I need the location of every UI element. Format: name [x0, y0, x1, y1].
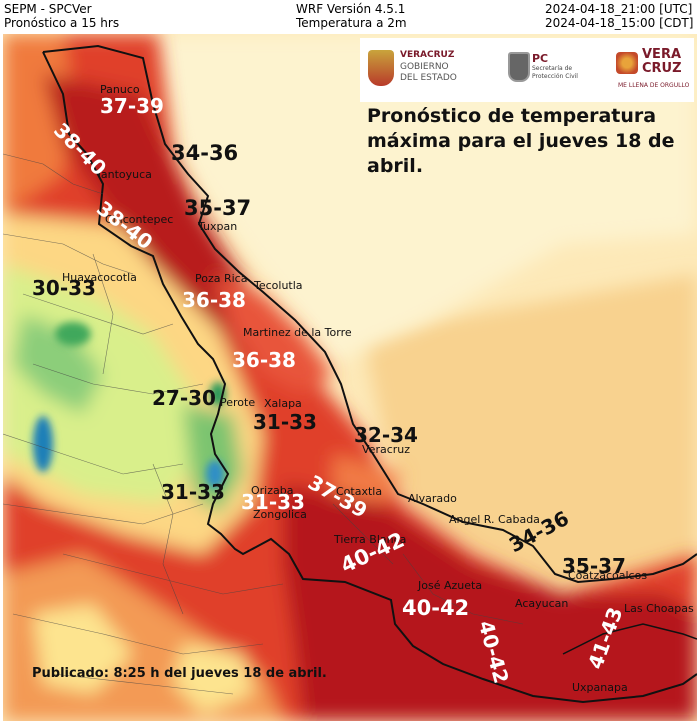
veracruz-state-outline [42, 44, 697, 584]
brand-tagline: ME LLENA DE ORGULLO [618, 82, 690, 89]
city-coatzacoalcos: Coatzacoalcos [568, 569, 648, 582]
range-label: 31-33 [253, 410, 317, 434]
city-orizaba: Orizaba [251, 484, 294, 497]
city-tecolutla: Tecolutla [254, 279, 303, 292]
city-jose-azueta: José Azueta [418, 579, 483, 592]
forecast-window-label: Pronóstico a 15 hrs [4, 16, 120, 30]
land-temperature-field [3, 34, 697, 721]
time-cdt-label: 2024-04-18_15:00 [CDT] [545, 16, 694, 30]
pc-logo-line1: Secretaría de [532, 65, 573, 72]
agency-label: SEPM - SPCVer [4, 2, 92, 16]
city-cotaxtla: Cotaxtla [336, 485, 383, 498]
city-tantoyuca: Tantoyuca [96, 168, 152, 181]
city-veracruz: Veracruz [362, 443, 411, 456]
range-label: 37-39 [100, 94, 164, 118]
city-zongolica: Zongolica [253, 508, 307, 521]
municipal-boundaries [3, 153, 524, 695]
pc-logo-line2: Protección Civil [532, 73, 578, 80]
veracruz-logo-line3: DEL ESTADO [400, 73, 457, 83]
city-tuxpan: Tuxpan [198, 220, 238, 233]
range-label: 30-33 [32, 276, 96, 300]
city-martinez: Martinez de la Torre [243, 326, 352, 339]
range-label: 35-37 [184, 196, 252, 220]
brand-line1: VERA [642, 47, 682, 62]
map-title: Pronóstico de temperatura máxima para el… [367, 105, 675, 177]
model-label: WRF Versión 4.5.1 [296, 2, 406, 16]
pc-logo-title: PC [532, 52, 549, 65]
city-las-choapas: Las Choapas [624, 602, 694, 615]
range-label: 36-38 [182, 288, 246, 312]
city-poza-rica: Poza Rica [195, 272, 248, 285]
city-acayucan: Acayucan [515, 597, 569, 610]
city-tierra-blanca: Tierra Blanca [334, 533, 407, 546]
city-perote: Perote [220, 396, 256, 409]
city-angel-cabada: Angel R. Cabada [449, 513, 540, 526]
temperature-map [3, 34, 697, 721]
south-border [562, 623, 697, 655]
cold-highland-spots [33, 322, 226, 488]
gulf-pale-zone [153, 34, 697, 364]
city-uxpanapa: Uxpanapa [572, 681, 628, 694]
city-chicontepec: Chicontepec [105, 213, 174, 226]
city-xalapa: Xalapa [264, 397, 302, 410]
range-label: 31-33 [241, 490, 305, 514]
range-label: 36-38 [232, 348, 296, 372]
range-label: 27-30 [152, 386, 216, 410]
logo-banner: VERACRUZ GOBIERNO DEL ESTADO PC Secretar… [360, 38, 694, 102]
state-inland-border [42, 51, 697, 704]
header-bar: SEPM - SPCVer Pronóstico a 15 hrs WRF Ve… [0, 0, 700, 34]
city-panuco: Panuco [100, 83, 140, 96]
published-note: Publicado: 8:25 h del jueves 18 de abril… [32, 666, 327, 681]
range-label: 32-34 [354, 423, 418, 447]
veracruz-shield-icon [368, 50, 394, 86]
time-utc-label: 2024-04-18_21:00 [UTC] [545, 2, 693, 16]
veracruz-logo-line2: GOBIERNO [400, 62, 449, 72]
brand-line2: CRUZ [642, 61, 682, 76]
range-label: 34-36 [171, 141, 239, 165]
city-alvarado: Alvarado [408, 492, 457, 505]
veracruz-logo-line1: VERACRUZ [400, 50, 455, 60]
range-label: 31-33 [161, 480, 225, 504]
veracruz-brand-icon [616, 52, 638, 74]
pc-shield-icon [508, 52, 530, 82]
range-label: 35-37 [562, 554, 626, 578]
variable-label: Temperatura a 2m [296, 16, 407, 30]
range-label: 40-42 [402, 596, 470, 620]
city-huayacocotla: Huayacocotla [62, 271, 137, 284]
